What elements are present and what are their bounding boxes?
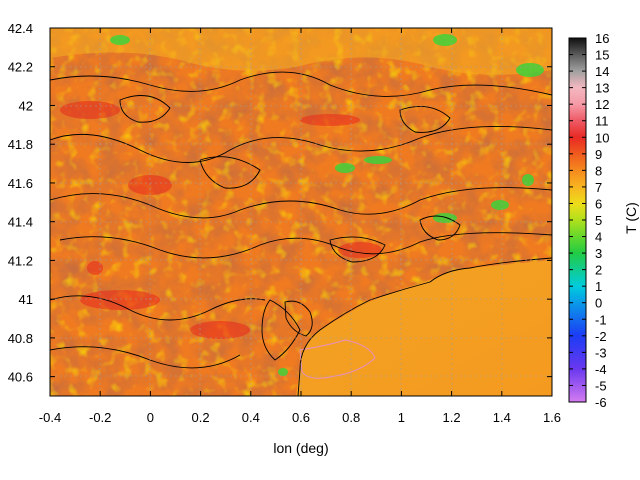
- x-tick-labels: -0.4 -0.2 0 0.2 0.4 0.6 0.8 1 1.2 1.4 1.6: [39, 410, 561, 425]
- y-tick-label: 41.8: [8, 137, 33, 152]
- colorbar-tick-label: -6: [595, 395, 607, 410]
- colorbar-tick-label: 9: [595, 147, 602, 162]
- colorbar-tick-label: -5: [595, 378, 607, 393]
- colorbar-tick-label: 2: [595, 263, 602, 278]
- x-tick-label: 1.4: [493, 410, 511, 425]
- colorbar-tick-label: 8: [595, 163, 602, 178]
- x-tick-marks: [49, 28, 553, 396]
- y-tick-label: 41.4: [8, 215, 33, 230]
- y-tick-label: 42.2: [8, 60, 33, 75]
- y-tick-label: 40.6: [8, 370, 33, 385]
- y-tick-label: 41: [19, 292, 33, 307]
- sea-region: [296, 260, 552, 396]
- warm-ridges: [60, 101, 382, 339]
- x-tick-label: 1.6: [543, 410, 561, 425]
- y-tick-label: 41.2: [8, 253, 33, 268]
- y-tick-label: 42.4: [8, 21, 33, 36]
- y-tick-label: 41.6: [8, 176, 33, 191]
- y-tick-labels: 40.6 40.8 41 41.2 41.4 41.6 41.8 42 42.2 42.4: [8, 21, 33, 385]
- y-tick-marks: [50, 27, 552, 378]
- colorbar-tick-label: 5: [595, 213, 602, 228]
- colorbar-tick-marks: [569, 37, 586, 403]
- x-tick-label: 1.2: [443, 410, 461, 425]
- colorbar-tick-label: -3: [595, 345, 607, 360]
- colorbar-tick-label: 10: [595, 130, 609, 145]
- colorbar-tick-label: -1: [595, 312, 607, 327]
- y-tick-label: 40.8: [8, 331, 33, 346]
- colorbar-tick-label: 14: [595, 64, 609, 79]
- colorbar-tick-label: 16: [595, 31, 609, 46]
- colorbar-tick-label: 13: [595, 81, 609, 96]
- colorbar-label: T (C): [623, 202, 639, 234]
- x-tick-label: 0.4: [242, 410, 260, 425]
- x-tick-label: -0.2: [89, 410, 111, 425]
- x-tick-label: 0: [147, 410, 154, 425]
- colorbar-tick-label: 7: [595, 180, 602, 195]
- colorbar-tick-label: 12: [595, 97, 609, 112]
- colorbar-tick-label: -2: [595, 329, 607, 344]
- colorbar-tick-label: 4: [595, 230, 602, 245]
- cool-patches: [110, 34, 544, 376]
- colorbar-tick-label: -4: [595, 362, 607, 377]
- grid: [50, 28, 552, 396]
- colorbar-tick-label: 3: [595, 246, 602, 261]
- x-tick-label: 0.6: [292, 410, 310, 425]
- colorbar-tick-label: 15: [595, 48, 609, 63]
- x-axis-label: lon (deg): [273, 440, 328, 456]
- colorbar-tick-label: 1: [595, 279, 602, 294]
- x-tick-label: 1: [398, 410, 405, 425]
- x-tick-label: 0.8: [342, 410, 360, 425]
- colorbar-tick-label: 0: [595, 296, 602, 311]
- x-tick-label: 0.2: [192, 410, 210, 425]
- y-tick-label: 42: [19, 98, 33, 113]
- colorbar-tick-label: 11: [595, 114, 609, 129]
- colorbar-tick-label: 6: [595, 196, 602, 211]
- x-tick-label: -0.4: [39, 410, 61, 425]
